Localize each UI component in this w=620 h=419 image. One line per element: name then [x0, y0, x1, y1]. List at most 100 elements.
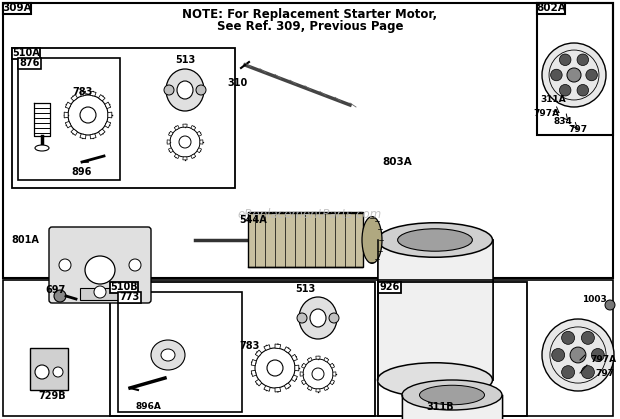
Bar	[118, 292, 141, 303]
Ellipse shape	[166, 69, 204, 111]
Circle shape	[582, 331, 595, 344]
Bar	[402, 395, 502, 419]
Circle shape	[559, 85, 571, 96]
Circle shape	[297, 313, 307, 323]
Polygon shape	[301, 363, 306, 368]
Ellipse shape	[151, 340, 185, 370]
Polygon shape	[65, 102, 71, 109]
Bar	[3, 3, 31, 14]
Polygon shape	[174, 125, 179, 130]
Text: 797A: 797A	[590, 355, 616, 365]
Text: 1003: 1003	[582, 295, 606, 305]
Polygon shape	[316, 356, 320, 359]
Text: 783: 783	[72, 87, 92, 97]
Circle shape	[196, 85, 206, 95]
Circle shape	[562, 331, 575, 344]
Bar	[3, 3, 613, 278]
Text: 729B: 729B	[38, 391, 66, 401]
Polygon shape	[291, 375, 298, 382]
Polygon shape	[251, 360, 256, 365]
Polygon shape	[105, 102, 111, 109]
Ellipse shape	[85, 256, 115, 284]
Text: 513: 513	[175, 55, 195, 65]
Polygon shape	[71, 95, 78, 101]
Circle shape	[267, 360, 283, 376]
Bar	[3, 280, 613, 416]
Polygon shape	[191, 154, 196, 158]
Circle shape	[559, 54, 571, 65]
Polygon shape	[197, 148, 202, 153]
Polygon shape	[183, 157, 187, 160]
Polygon shape	[167, 140, 170, 144]
Polygon shape	[65, 122, 71, 128]
Bar	[378, 240, 492, 380]
Text: 834: 834	[554, 117, 572, 127]
Ellipse shape	[402, 380, 502, 410]
Circle shape	[94, 286, 106, 298]
Polygon shape	[174, 154, 179, 158]
Bar	[80, 288, 120, 300]
Polygon shape	[255, 350, 262, 357]
Circle shape	[570, 347, 586, 363]
Circle shape	[80, 107, 96, 123]
Polygon shape	[183, 124, 187, 127]
Circle shape	[312, 368, 324, 380]
Polygon shape	[264, 345, 270, 350]
Polygon shape	[169, 131, 173, 136]
Polygon shape	[99, 129, 105, 135]
Text: 926: 926	[379, 282, 399, 292]
Polygon shape	[307, 386, 312, 391]
Polygon shape	[285, 347, 291, 353]
Ellipse shape	[378, 363, 492, 397]
Polygon shape	[90, 91, 96, 96]
Text: 544A: 544A	[239, 215, 267, 225]
Polygon shape	[275, 388, 281, 392]
Polygon shape	[99, 95, 105, 101]
Circle shape	[54, 290, 66, 302]
Circle shape	[567, 68, 581, 82]
FancyBboxPatch shape	[49, 227, 151, 303]
Circle shape	[329, 313, 339, 323]
Polygon shape	[301, 380, 306, 385]
Ellipse shape	[378, 223, 492, 257]
Bar	[248, 212, 363, 267]
Text: 896: 896	[72, 167, 92, 177]
Text: 310: 310	[227, 78, 247, 88]
Circle shape	[59, 259, 71, 271]
Circle shape	[129, 259, 141, 271]
Text: eReplacementParts.com: eReplacementParts.com	[238, 209, 382, 222]
Circle shape	[551, 69, 562, 81]
Polygon shape	[324, 357, 329, 362]
Polygon shape	[255, 379, 262, 386]
Bar	[378, 282, 527, 416]
Polygon shape	[251, 370, 256, 377]
Circle shape	[552, 349, 565, 362]
Circle shape	[582, 366, 595, 379]
Text: 802A: 802A	[536, 3, 566, 13]
Polygon shape	[307, 357, 312, 362]
Polygon shape	[264, 386, 270, 391]
Polygon shape	[295, 365, 299, 371]
Circle shape	[255, 348, 295, 388]
Bar	[12, 48, 40, 59]
Circle shape	[605, 300, 615, 310]
Polygon shape	[316, 389, 320, 392]
Circle shape	[170, 127, 200, 157]
Polygon shape	[80, 134, 86, 139]
Circle shape	[577, 85, 588, 96]
Text: 896A: 896A	[135, 401, 161, 411]
Text: NOTE: For Replacement Starter Motor,: NOTE: For Replacement Starter Motor,	[182, 8, 438, 21]
Text: 801A: 801A	[11, 235, 39, 245]
Polygon shape	[197, 131, 202, 136]
Text: 510B: 510B	[110, 282, 138, 292]
Text: 311B: 311B	[426, 402, 454, 412]
Polygon shape	[291, 354, 298, 361]
Text: See Ref. 309, Previous Page: See Ref. 309, Previous Page	[217, 20, 403, 33]
Polygon shape	[80, 91, 86, 96]
Ellipse shape	[299, 297, 337, 339]
Polygon shape	[191, 125, 196, 130]
Text: 311A: 311A	[540, 96, 566, 104]
Polygon shape	[324, 386, 329, 391]
Circle shape	[586, 69, 597, 81]
Circle shape	[68, 95, 108, 135]
